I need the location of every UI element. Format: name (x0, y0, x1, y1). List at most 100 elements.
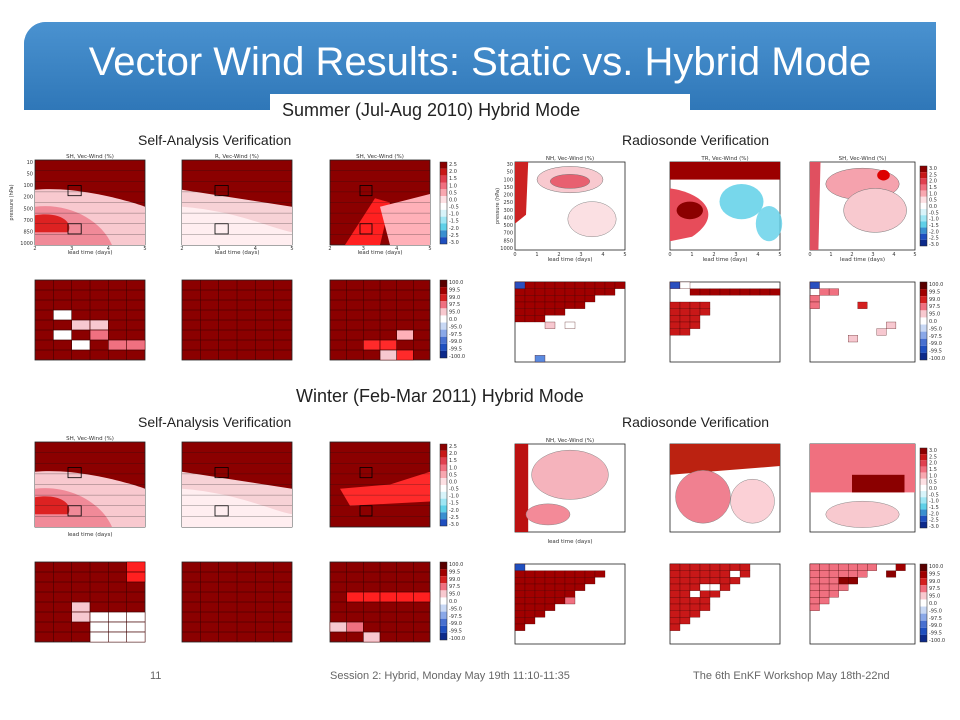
significance-cell (524, 570, 536, 578)
significance-cell (524, 295, 536, 303)
significance-cell (534, 301, 546, 309)
colorbar-label: -1.5 (929, 505, 939, 511)
significance-cell (828, 563, 839, 571)
colorbar-label: -99.5 (929, 349, 942, 355)
significance-cell (574, 577, 586, 585)
significance-cell (514, 308, 526, 316)
significance-cell (699, 597, 711, 605)
significance-cell (71, 611, 91, 623)
significance-cell (838, 583, 849, 591)
highlight-box (67, 467, 82, 479)
colorbar-swatch (920, 454, 927, 461)
red-region (35, 496, 70, 515)
colorbar-label: 2.0 (929, 461, 937, 467)
significance-cell (584, 570, 596, 578)
significance-cell (689, 288, 701, 296)
colorbar-label: -3.0 (929, 242, 939, 248)
colorbar-label: -2.5 (449, 233, 459, 239)
significance-cell (689, 308, 701, 316)
significance-cell (574, 570, 586, 578)
colorbar-label: 100.0 (929, 282, 943, 288)
colorbar-label: 0.0 (449, 479, 457, 485)
significance-cell (739, 288, 751, 296)
colorbar-swatch (920, 620, 927, 628)
significance-cell (689, 583, 701, 591)
colorbar-label: 99.0 (929, 579, 940, 585)
colorbar-label: -99.5 (449, 629, 462, 635)
significance-cell (584, 288, 596, 296)
colorbar-swatch (920, 196, 927, 203)
colorbar-label: -1.5 (449, 501, 459, 507)
significance-cell (594, 281, 606, 289)
red-region (340, 471, 430, 506)
significance-cell (524, 617, 536, 625)
red-region (515, 444, 529, 532)
significance-cell (689, 597, 701, 605)
colorbar-swatch (440, 182, 447, 190)
significance-cell (739, 570, 751, 578)
colorbar-label: 1.5 (449, 458, 457, 464)
significance-cell (749, 288, 761, 296)
colorbar-label: 2.0 (449, 451, 457, 457)
colorbar-label: -100.0 (449, 636, 465, 642)
significance-cell (759, 288, 771, 296)
x-tick-label: 5 (290, 246, 293, 252)
slide-title: Vector Wind Results: Static vs. Hybrid M… (88, 40, 872, 84)
colorbar-swatch (440, 450, 447, 458)
significance-cell (564, 288, 576, 296)
colorbar-swatch (440, 209, 447, 217)
radiosonde-significance-panel (514, 563, 626, 645)
significance-cell (729, 563, 741, 571)
colorbar-swatch (440, 287, 447, 295)
significance-cell (544, 295, 556, 303)
x-tick-label: 5 (913, 252, 916, 258)
significance-cell (413, 591, 431, 603)
significance-cell (534, 355, 546, 363)
significance-cell (689, 603, 701, 611)
significance-cell (126, 621, 146, 633)
significance-cell (848, 335, 858, 343)
pink-contour (843, 188, 907, 233)
summer-heading: Summer (Jul-Aug 2010) Hybrid Mode (282, 100, 581, 120)
radiosonde-significance-panel (669, 563, 781, 645)
colorbar-swatch (920, 460, 927, 467)
footer-session: Session 2: Hybrid, Monday May 19th 11:10… (330, 670, 570, 682)
colorbar-label: 99.0 (449, 295, 460, 301)
highlight-box (67, 505, 82, 517)
significance-cell (679, 321, 691, 329)
significance-cell (534, 281, 546, 289)
significance-cell (604, 288, 616, 296)
cyan-region (755, 206, 783, 242)
x-tick-label: 4 (107, 246, 110, 252)
colorbar-swatch (920, 303, 927, 311)
pink-contour (525, 503, 571, 526)
colorbar-label: -95.0 (449, 324, 462, 330)
y-tick-label: 150 (503, 185, 513, 191)
y-tick-label: 1000 (500, 246, 513, 252)
significance-cell (363, 339, 381, 351)
summer-radio-label: Radiosonde Verification (622, 132, 770, 148)
colorbar-swatch (920, 166, 927, 173)
significance-cell (514, 281, 526, 289)
significance-cell (729, 577, 741, 585)
panel-title: TR, Vec-Wind (%) (700, 156, 748, 162)
colorbar-label: 1.5 (929, 185, 937, 191)
significance-cell (554, 281, 566, 289)
significance-cell (363, 591, 381, 603)
significance-cell (709, 570, 721, 578)
colorbar-swatch (920, 571, 927, 579)
significance-cell (108, 631, 127, 643)
significance-cell (857, 570, 868, 578)
colorbar-label: 1.0 (929, 473, 937, 479)
colorbar: 2.52.01.51.00.50.0 -0.5-1.0-1.5-2.0-2.5-3… (439, 161, 459, 246)
significance-cell (719, 563, 731, 571)
colorbar-swatch (920, 282, 927, 290)
colorbar-swatch (440, 569, 447, 577)
radiosonde-panel: TR, Vec-Wind (%) lead time (days) 0 1 2 3 4 5 (668, 156, 783, 263)
colorbar-label: 0.0 (449, 197, 457, 203)
significance-cell (524, 301, 536, 309)
significance-cell (574, 583, 586, 591)
significance-cell (689, 577, 701, 585)
significance-cell (329, 621, 347, 633)
summer-radio-label-box (612, 128, 830, 150)
